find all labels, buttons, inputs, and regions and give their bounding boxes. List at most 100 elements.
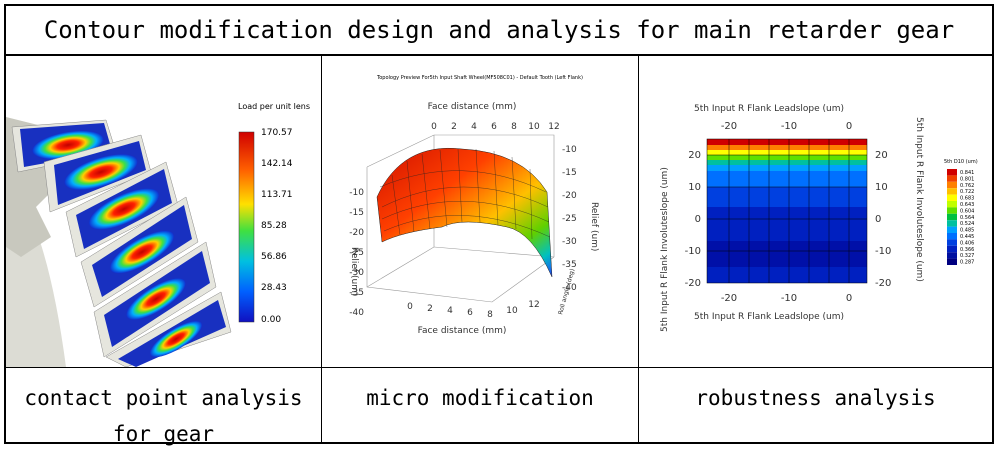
gear-tooth bbox=[80, 196, 199, 308]
legend-swatch bbox=[947, 169, 957, 176]
y-tick: -25 bbox=[349, 248, 364, 258]
legend-tick: 85.28 bbox=[261, 221, 287, 231]
bottom-axis-label: Face distance (mm) bbox=[418, 326, 507, 336]
robustness-panel: 5th Input R Flank Leadslope (um) -20 -10… bbox=[639, 57, 992, 367]
x-tick: 12 bbox=[528, 300, 539, 310]
y-tick: -35 bbox=[349, 288, 364, 298]
plot-title: Topology Preview For5th Input Shaft Whee… bbox=[376, 75, 583, 81]
legend-value: 0.604 bbox=[960, 208, 974, 214]
caption-contact-analysis: contact point analysis for gear bbox=[6, 368, 321, 446]
caption-line: robustness analysis bbox=[695, 386, 936, 410]
top-axis-label: 5th Input R Flank Leadslope (um) bbox=[694, 104, 844, 114]
right-axis-label: 5th Input R Flank Involuteslope (um) bbox=[914, 117, 924, 282]
left-axis-label: Relief (um) bbox=[349, 247, 359, 296]
x-tick: 6 bbox=[467, 308, 473, 318]
legend-swatch bbox=[947, 207, 957, 214]
topology-surface-plot: Topology Preview For5th Input Shaft Whee… bbox=[349, 75, 599, 336]
y-tick: -25 bbox=[562, 214, 577, 224]
y-tick: -20 bbox=[875, 278, 891, 289]
y-tick: -10 bbox=[685, 246, 701, 257]
legend-swatch bbox=[947, 175, 957, 182]
legend-value: 0.406 bbox=[960, 240, 974, 246]
legend-value: 0.327 bbox=[960, 253, 974, 259]
legend-tick: 56.86 bbox=[261, 252, 287, 262]
legend-value: 0.524 bbox=[960, 221, 974, 227]
legend-swatch bbox=[947, 194, 957, 201]
micro-modification-panel: Topology Preview For5th Input Shaft Whee… bbox=[322, 57, 638, 367]
contour-bands bbox=[707, 139, 867, 283]
x-tick: 0 bbox=[846, 121, 852, 132]
legend-title: 5th D10 (um) bbox=[944, 159, 978, 165]
legend-title: Load per unit lens bbox=[238, 102, 310, 111]
x-tick: 0 bbox=[407, 302, 413, 312]
legend-value: 0.366 bbox=[960, 247, 974, 253]
y-tick: 10 bbox=[875, 182, 888, 193]
legend-value: 0.445 bbox=[960, 234, 974, 240]
y-tick: -30 bbox=[349, 268, 364, 278]
x-tick: 4 bbox=[447, 306, 453, 316]
legend-swatch bbox=[947, 258, 957, 265]
robustness-contour-plot: 5th Input R Flank Leadslope (um) -20 -10… bbox=[660, 104, 978, 332]
y-tick: -20 bbox=[562, 191, 577, 201]
right-axis-label: Relief (um) bbox=[589, 202, 599, 251]
legend-tick: 0.00 bbox=[261, 315, 281, 325]
caption-line: for gear bbox=[112, 422, 215, 446]
figure-frame: Contour modification design and analysis… bbox=[4, 4, 994, 446]
x-tick: -20 bbox=[721, 293, 737, 304]
row-divider bbox=[6, 367, 992, 368]
left-axis-label: 5th Input R Flank Involuteslope (um) bbox=[660, 167, 670, 332]
caption-line: contact point analysis bbox=[24, 386, 303, 410]
legend-swatch bbox=[947, 188, 957, 195]
x-tick: 12 bbox=[548, 122, 559, 132]
gear-tooth bbox=[11, 119, 117, 173]
contact-analysis-panel: Load per unit lens 170.57 142.14 113.71 … bbox=[6, 57, 321, 367]
caption-micro-modification: micro modification bbox=[322, 368, 638, 442]
y-tick: -30 bbox=[562, 237, 577, 247]
caption-robustness-analysis: robustness analysis bbox=[639, 368, 992, 442]
x-tick: 8 bbox=[487, 310, 493, 320]
legend-value: 0.485 bbox=[960, 228, 974, 234]
legend-swatch bbox=[947, 226, 957, 233]
bottom-axis-label: 5th Input R Flank Leadslope (um) bbox=[694, 312, 844, 322]
y-tick: 20 bbox=[688, 150, 701, 161]
color-legend-bar bbox=[238, 131, 255, 323]
legend-value: 0.762 bbox=[960, 183, 974, 189]
legend-swatch bbox=[947, 213, 957, 221]
gear-tooth bbox=[43, 134, 152, 213]
relief-surface bbox=[376, 147, 553, 278]
column-divider bbox=[321, 56, 322, 442]
x-tick: 0 bbox=[431, 122, 437, 132]
y-tick: -15 bbox=[562, 168, 577, 178]
figure-title: Contour modification design and analysis… bbox=[6, 6, 992, 56]
x-tick: 2 bbox=[451, 122, 457, 132]
x-tick: 8 bbox=[511, 122, 517, 132]
gear-contact-image: Load per unit lens 170.57 142.14 113.71 … bbox=[6, 102, 310, 367]
x-tick: 2 bbox=[427, 304, 433, 314]
legend-swatch bbox=[947, 201, 957, 208]
column-divider bbox=[638, 56, 639, 442]
y-tick: 10 bbox=[688, 182, 701, 193]
top-axis-label: Face distance (mm) bbox=[428, 102, 517, 112]
legend-value: 0.287 bbox=[960, 260, 974, 266]
x-tick: 0 bbox=[846, 293, 852, 304]
y-tick: -20 bbox=[685, 278, 701, 289]
legend-swatch bbox=[947, 239, 957, 246]
legend-swatch bbox=[947, 245, 957, 253]
x-tick: 10 bbox=[528, 122, 540, 132]
x-tick: 10 bbox=[506, 306, 518, 316]
legend-swatch bbox=[947, 252, 957, 259]
y-tick: -40 bbox=[562, 283, 577, 293]
legend-value: 0.564 bbox=[960, 215, 974, 221]
legend-swatch bbox=[947, 181, 957, 189]
legend-tick: 28.43 bbox=[261, 283, 287, 293]
legend-tick: 113.71 bbox=[261, 190, 293, 200]
legend-swatch bbox=[947, 220, 957, 227]
legend-value: 0.683 bbox=[960, 196, 974, 202]
gear-tooth bbox=[93, 241, 217, 358]
x-tick: -20 bbox=[721, 121, 737, 132]
y-tick: -20 bbox=[349, 228, 364, 238]
y-tick: -10 bbox=[349, 188, 364, 198]
caption-line: micro modification bbox=[366, 386, 594, 410]
y-tick: -10 bbox=[562, 145, 577, 155]
legend-swatch bbox=[947, 233, 957, 240]
